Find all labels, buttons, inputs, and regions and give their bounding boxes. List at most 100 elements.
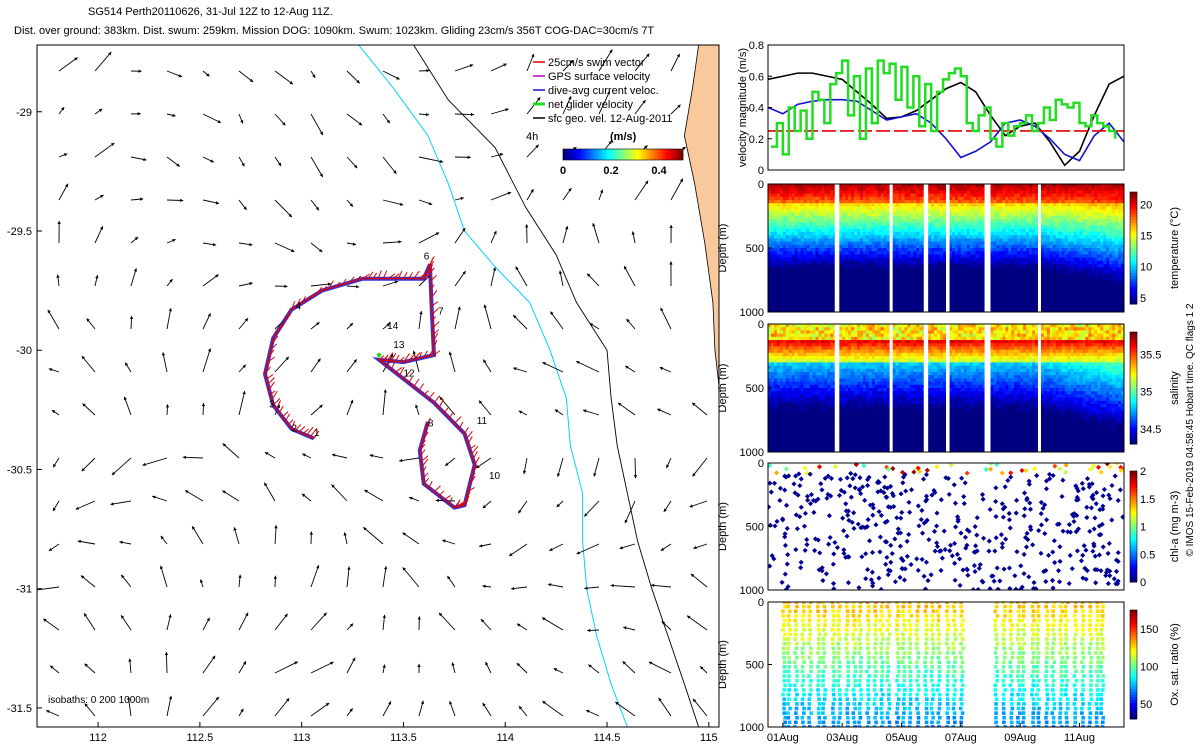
section-cell (788, 299, 793, 303)
section-cell (907, 193, 911, 198)
section-cell (1061, 273, 1066, 278)
section-cell (865, 184, 870, 188)
section-cell (898, 184, 903, 188)
section-cell (898, 216, 903, 220)
section-cell (1052, 248, 1057, 252)
section-cell (806, 286, 811, 291)
section-cell (1023, 219, 1027, 223)
geo-arrowhead (81, 467, 86, 472)
section-cell (978, 302, 983, 307)
section-cell (788, 193, 793, 198)
section-cell (806, 299, 811, 303)
geo-arrow (81, 355, 96, 373)
geo-arrowhead (576, 361, 580, 365)
section-cell (895, 203, 900, 207)
section-cell (1014, 212, 1018, 217)
section-cell (800, 257, 805, 262)
section-cell (854, 280, 858, 284)
section-cell (1040, 187, 1045, 191)
section-cell (943, 219, 947, 223)
geo-arrowhead (168, 614, 172, 618)
swim-vector (271, 390, 278, 401)
section-cell (818, 238, 822, 243)
section-cell (937, 200, 941, 204)
section-cell (1040, 264, 1045, 268)
section-cell (1079, 273, 1084, 278)
section-cell (886, 212, 891, 217)
section-cell (1011, 212, 1015, 217)
section-cell (874, 292, 879, 297)
section-cell (931, 244, 935, 249)
section-cell (797, 216, 802, 220)
geo-arrowhead (642, 100, 646, 104)
section-cell (928, 238, 932, 243)
section-cell (809, 184, 814, 188)
section-cell (928, 228, 932, 233)
section-cell (812, 260, 817, 265)
geo-arrowhead (631, 231, 635, 235)
section-cell (871, 200, 876, 204)
section-cell (969, 200, 974, 204)
section-cell (859, 264, 864, 268)
section-cell (1008, 292, 1012, 297)
section-cell (954, 276, 959, 281)
section-cell (791, 273, 796, 278)
section-cell (874, 216, 879, 220)
section-cell (839, 232, 843, 236)
section-cell (848, 187, 852, 191)
section-cell (919, 193, 923, 198)
section-cell (910, 267, 914, 271)
section-cell (904, 289, 909, 294)
section-cell (773, 280, 778, 284)
colorbar-tick-label: 0.4 (651, 165, 667, 177)
section-cell (827, 203, 831, 207)
section-cell (806, 270, 811, 275)
section-cell (972, 241, 977, 246)
section-cell (865, 276, 870, 281)
section-cell (859, 305, 864, 310)
section-cell (788, 251, 793, 255)
section-cell (827, 308, 831, 312)
section-cell (940, 296, 944, 300)
section-cell (1055, 228, 1060, 233)
section-cell (779, 257, 784, 262)
section-cell (877, 267, 882, 271)
section-cell (1002, 289, 1006, 294)
section-cell (871, 216, 876, 220)
section-cell (1085, 196, 1089, 201)
section-cell (972, 299, 977, 303)
section-cell (770, 276, 775, 281)
section-cell (1076, 238, 1081, 243)
geo-arrowhead (331, 453, 336, 457)
section-cell (969, 206, 974, 211)
section-cell (877, 219, 882, 223)
swim-vector (390, 352, 397, 362)
section-cell (1067, 270, 1072, 275)
section-cell (931, 302, 935, 307)
section-cell (848, 225, 852, 230)
section-cell (907, 270, 911, 275)
section-cell (993, 296, 998, 300)
section-cell (815, 280, 820, 284)
section-cell (857, 305, 861, 310)
section-cell (827, 254, 831, 259)
section-cell (806, 248, 811, 252)
section-cell (892, 276, 897, 281)
section-cell (848, 190, 852, 195)
section-cell (851, 280, 855, 284)
section-cell (904, 235, 909, 239)
section-cell (886, 203, 891, 207)
section-cell (797, 286, 802, 291)
section-cell (957, 264, 962, 268)
section-cell (782, 225, 787, 230)
swim-vector (418, 383, 425, 392)
section-cell (996, 276, 1000, 281)
section-cell (937, 238, 941, 243)
geo-arrowhead (513, 315, 517, 319)
section-cell (1035, 251, 1039, 255)
section-cell (895, 232, 900, 236)
geo-arrow (58, 57, 78, 72)
section-cell (954, 251, 959, 255)
section-cell (1070, 244, 1075, 249)
section-cell (1014, 200, 1018, 204)
